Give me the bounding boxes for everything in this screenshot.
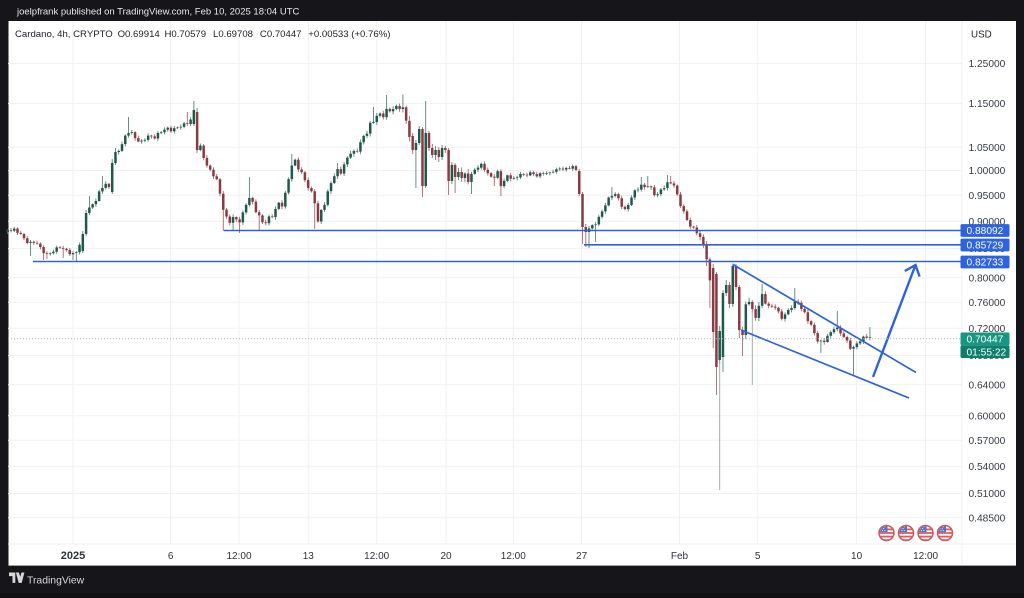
svg-text:0.85729: 0.85729 — [967, 241, 1004, 252]
svg-text:12:00: 12:00 — [226, 551, 251, 562]
svg-text:0.72000: 0.72000 — [969, 324, 1006, 335]
svg-text:5: 5 — [755, 551, 761, 562]
svg-text:13: 13 — [303, 551, 315, 562]
svg-text:0.95000: 0.95000 — [969, 191, 1006, 202]
svg-text:O0.69914: O0.69914 — [118, 29, 161, 40]
svg-text:0.54000: 0.54000 — [969, 462, 1006, 473]
svg-text:0.80000: 0.80000 — [969, 273, 1006, 284]
svg-text:0.90000: 0.90000 — [969, 217, 1006, 228]
svg-text:01:55:22: 01:55:22 — [967, 347, 1007, 358]
svg-text:20: 20 — [440, 551, 452, 562]
svg-text:0.82733: 0.82733 — [967, 258, 1004, 269]
svg-text:27: 27 — [576, 551, 588, 562]
svg-text:0.76000: 0.76000 — [969, 298, 1006, 309]
svg-text:12:00: 12:00 — [501, 551, 526, 562]
svg-text:USD: USD — [971, 30, 992, 41]
svg-text:joelpfrank published on Tradin: joelpfrank published on TradingView.com,… — [16, 7, 300, 18]
svg-text:2025: 2025 — [61, 550, 85, 562]
svg-text:1.25000: 1.25000 — [969, 59, 1006, 70]
svg-text:6: 6 — [168, 551, 174, 562]
svg-text:12:00: 12:00 — [364, 551, 389, 562]
svg-text:Feb: Feb — [671, 551, 689, 562]
svg-text:1.00000: 1.00000 — [969, 166, 1006, 177]
svg-text:1.15000: 1.15000 — [969, 99, 1006, 110]
svg-text:+0.00533 (+0.76%): +0.00533 (+0.76%) — [308, 29, 390, 40]
svg-text:Cardano, 4h, CRYPTO: Cardano, 4h, CRYPTO — [15, 29, 113, 40]
svg-text:10: 10 — [851, 551, 863, 562]
svg-text:1.05000: 1.05000 — [969, 143, 1006, 154]
svg-text:0.70447: 0.70447 — [967, 335, 1004, 346]
svg-text:0.88092: 0.88092 — [967, 226, 1004, 237]
svg-text:TradingView: TradingView — [27, 576, 85, 587]
svg-text:C0.70447: C0.70447 — [260, 29, 302, 40]
svg-text:0.51000: 0.51000 — [969, 489, 1006, 500]
svg-text:H0.70579: H0.70579 — [165, 29, 207, 40]
svg-text:0.57000: 0.57000 — [969, 436, 1006, 447]
svg-text:12:00: 12:00 — [913, 551, 938, 562]
svg-text:0.48500: 0.48500 — [969, 513, 1006, 524]
svg-text:0.60000: 0.60000 — [969, 411, 1006, 422]
svg-text:0.64000: 0.64000 — [969, 380, 1006, 391]
svg-text:L0.69708: L0.69708 — [213, 29, 253, 40]
